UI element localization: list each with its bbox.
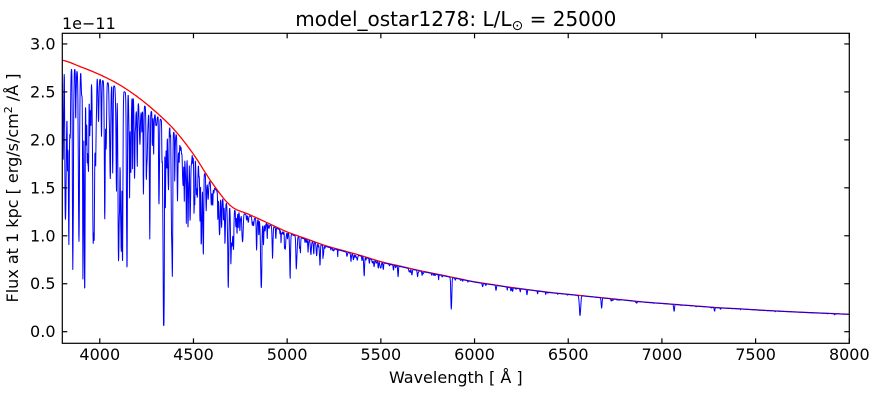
x-tick-label: 4500 [173,345,214,364]
y-tick-label: 3.0 [30,34,55,53]
y-axis-tick-labels: 0.0 0.5 1.0 1.5 2.0 2.5 3.0 [30,34,55,341]
x-axis-label: Wavelength [ Å ] [389,368,523,387]
y-tick-label: 1.5 [30,178,55,197]
x-tick-label: 6000 [454,345,495,364]
axis-ticks [62,33,850,344]
y-tick-label: 0.0 [30,322,55,341]
x-tick-label: 5000 [267,345,308,364]
y-tick-label: 0.5 [30,274,55,293]
y-axis-label: Flux at 1 kpc [ erg/s/cm2 /Å ] [2,74,22,303]
x-tick-label: 5500 [360,345,401,364]
x-tick-label: 7000 [642,345,683,364]
y-tick-label: 1.0 [30,226,55,245]
x-tick-label: 4000 [79,345,120,364]
x-axis-tick-labels: 4000 4500 5000 5500 6000 6500 7000 7500 8000 [79,345,869,364]
y-axis-offset-text: 1e−11 [62,14,116,33]
x-tick-label: 7500 [735,345,776,364]
y-tick-label: 2.0 [30,130,55,149]
x-tick-label: 8000 [829,345,870,364]
plot-title: model_ostar1278: L/L⊙ = 25000 [295,7,616,34]
y-tick-label: 2.5 [30,82,55,101]
x-tick-label: 6500 [548,345,589,364]
spectrum-curve [62,68,850,326]
